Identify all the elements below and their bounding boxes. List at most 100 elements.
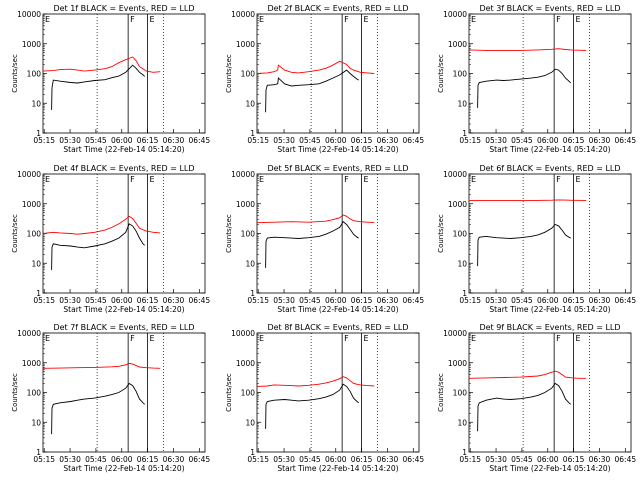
x-tick-label: 06:00 <box>111 136 133 145</box>
x-tick-label: 05:15 <box>33 455 55 464</box>
e-flag-label: E <box>149 15 154 24</box>
detector-panel-8: Det 8f BLACK = Events, RED = LLD 1 10 100 10… <box>225 323 424 473</box>
y-tick-label: 1000 <box>22 200 41 209</box>
x-tick-label: 05:45 <box>85 455 107 464</box>
x-tick-label: 05:45 <box>85 296 107 305</box>
panel-title: Det 5f BLACK = Events, RED = LLD <box>267 164 408 173</box>
detector-panel-6: Det 6f BLACK = Events, RED = LLD 1 10 100 10… <box>437 164 636 314</box>
x-axis-label: Start Time (22-Feb-14 05:14:20) <box>63 145 184 154</box>
x-tick-label: 05:45 <box>299 455 321 464</box>
x-tick-label: 05:45 <box>511 455 533 464</box>
x-tick-label: 06:45 <box>615 455 637 464</box>
y-tick-label: 10000 <box>231 10 255 19</box>
x-tick-label: 05:30 <box>273 136 295 145</box>
x-tick-label: 06:15 <box>351 136 373 145</box>
e-flag-label: E <box>471 334 476 343</box>
detector-panel-7: Det 7f BLACK = Events, RED = LLD 1 10 100 10… <box>11 323 210 473</box>
lld-series-line <box>468 48 587 52</box>
x-axis-label: Start Time (22-Feb-14 05:14:20) <box>489 305 610 314</box>
y-tick-label: 1000 <box>448 359 467 368</box>
y-tick-label: 10 <box>31 418 41 427</box>
e-flag-label: E <box>45 15 50 24</box>
y-tick-label: 1 <box>36 129 41 138</box>
x-tick-label: 05:15 <box>33 296 55 305</box>
y-tick-label: 1 <box>250 448 255 457</box>
lld-series-line <box>256 214 375 224</box>
x-tick-label: 06:00 <box>537 136 559 145</box>
y-axis-label: Counts/sec <box>11 54 19 93</box>
x-tick-label: 06:00 <box>325 136 347 145</box>
e-flag-label: E <box>45 334 50 343</box>
y-axis-label: Counts/sec <box>225 373 233 412</box>
e-flag-label: E <box>259 175 264 184</box>
x-tick-label: 06:45 <box>403 296 425 305</box>
x-tick-label: 05:45 <box>511 136 533 145</box>
y-tick-label: 10000 <box>231 329 255 338</box>
e-flag-label: E <box>575 175 580 184</box>
y-tick-label: 100 <box>27 70 42 79</box>
e-flag-label: E <box>575 334 580 343</box>
e-flag-label: E <box>149 334 154 343</box>
detector-panel-1: Det 1f BLACK = Events, RED = LLD 1 10 100 10… <box>11 4 210 154</box>
y-tick-label: 10 <box>245 259 255 268</box>
y-tick-label: 10000 <box>17 329 41 338</box>
x-tick-label: 06:30 <box>377 455 399 464</box>
y-tick-label: 1 <box>250 289 255 298</box>
x-tick-label: 06:15 <box>137 455 159 464</box>
y-tick-label: 100 <box>453 70 468 79</box>
y-tick-label: 100 <box>241 389 256 398</box>
e-flag-label: E <box>259 334 264 343</box>
x-tick-label: 06:45 <box>189 296 211 305</box>
y-tick-label: 10 <box>31 259 41 268</box>
y-tick-label: 1 <box>462 448 467 457</box>
y-tick-label: 100 <box>27 230 42 239</box>
y-tick-label: 10 <box>245 99 255 108</box>
x-tick-label: 06:30 <box>589 455 611 464</box>
x-tick-label: 05:45 <box>299 136 321 145</box>
y-axis-label: Counts/sec <box>437 373 445 412</box>
y-tick-label: 1000 <box>448 200 467 209</box>
f-flag-label: F <box>344 334 349 343</box>
y-tick-label: 1000 <box>22 359 41 368</box>
detector-panel-3: Det 3f BLACK = Events, RED = LLD 1 10 100 10… <box>437 4 636 154</box>
f-flag-label: F <box>130 175 135 184</box>
x-tick-label: 06:00 <box>537 296 559 305</box>
panel-title: Det 9f BLACK = Events, RED = LLD <box>479 323 620 332</box>
panel-title: Det 7f BLACK = Events, RED = LLD <box>53 323 194 332</box>
x-tick-label: 06:45 <box>189 136 211 145</box>
panel-title: Det 6f BLACK = Events, RED = LLD <box>479 164 620 173</box>
lld-series-line <box>468 370 587 379</box>
y-tick-label: 1000 <box>236 359 255 368</box>
e-flag-label: E <box>259 15 264 24</box>
f-flag-label: F <box>344 15 349 24</box>
x-tick-label: 06:00 <box>111 296 133 305</box>
x-tick-label: 06:30 <box>377 296 399 305</box>
panel-title: Det 4f BLACK = Events, RED = LLD <box>53 164 194 173</box>
events-series-line <box>51 64 145 110</box>
x-tick-label: 05:30 <box>59 136 81 145</box>
panel-title: Det 1f BLACK = Events, RED = LLD <box>53 4 194 13</box>
y-tick-label: 10 <box>457 259 467 268</box>
x-tick-label: 06:45 <box>615 136 637 145</box>
x-tick-label: 06:30 <box>377 136 399 145</box>
y-tick-label: 1000 <box>22 40 41 49</box>
x-axis-label: Start Time (22-Feb-14 05:14:20) <box>63 464 184 473</box>
y-axis-label: Counts/sec <box>11 373 19 412</box>
f-flag-label: F <box>344 175 349 184</box>
x-axis-label: Start Time (22-Feb-14 05:14:20) <box>277 305 398 314</box>
x-tick-label: 06:15 <box>137 296 159 305</box>
events-series-line <box>265 221 359 268</box>
x-tick-label: 05:15 <box>247 296 269 305</box>
y-tick-label: 1 <box>36 289 41 298</box>
x-tick-label: 06:15 <box>351 296 373 305</box>
x-axis-label: Start Time (22-Feb-14 05:14:20) <box>489 145 610 154</box>
lld-series-line <box>42 362 161 369</box>
e-flag-label: E <box>149 175 154 184</box>
plot-frame <box>256 173 420 294</box>
lld-series-line <box>42 215 161 235</box>
y-axis-label: Counts/sec <box>11 214 19 253</box>
plot-frame <box>42 332 206 453</box>
y-tick-label: 100 <box>241 230 256 239</box>
f-flag-label: F <box>130 15 135 24</box>
y-tick-label: 10 <box>457 99 467 108</box>
